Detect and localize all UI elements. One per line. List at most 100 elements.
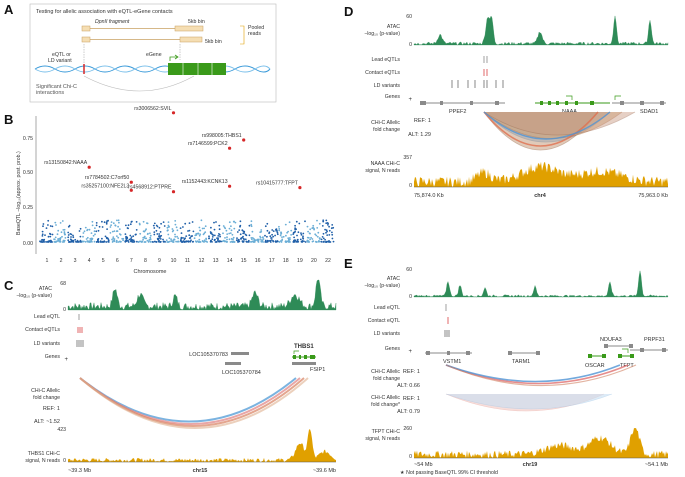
sig-label-1: Significant Chi-C	[36, 84, 77, 90]
manhattan-point	[328, 229, 331, 232]
manhattan-point	[174, 223, 177, 226]
manhattan-point	[216, 240, 218, 243]
manhattan-point	[54, 236, 57, 239]
manhattan-point	[94, 227, 96, 230]
manhattan-point	[79, 235, 82, 238]
manhattan-point	[149, 234, 152, 237]
hit-label: rs7784502:C7orf50	[85, 175, 130, 181]
hit-label: rs4568912:PTPRE	[128, 185, 172, 191]
e-fold2-label-1: CHi-C Allelic	[371, 395, 400, 401]
manhattan-point	[188, 229, 191, 232]
d-axis-left: 75,874.0 Kb	[414, 193, 444, 199]
manhattan-point	[236, 237, 238, 240]
manhattan-point	[224, 237, 226, 239]
manhattan-point	[325, 219, 328, 222]
manhattan-point	[276, 233, 279, 236]
manhattan-point	[80, 241, 82, 243]
manhattan-point	[83, 230, 86, 233]
hit-label: rs10415777:TFPT	[256, 181, 299, 187]
manhattan-plot	[39, 219, 335, 243]
c-ref-label: REF: 1	[43, 406, 60, 412]
egene-box	[168, 63, 226, 75]
manhattan-point	[106, 237, 109, 240]
c-fsip1-box	[292, 362, 316, 365]
manhattan-point	[319, 237, 321, 240]
manhattan-point	[54, 221, 57, 224]
manhattan-point	[72, 241, 75, 243]
pooled-reads	[81, 25, 245, 66]
manhattan-point	[117, 236, 120, 239]
dna-helix	[34, 54, 271, 92]
chromosome-tick: 4	[88, 258, 91, 264]
c-alt-label: ALT: ~1.52	[34, 419, 60, 425]
manhattan-point	[295, 220, 298, 223]
manhattan-point	[292, 241, 295, 243]
manhattan-point	[170, 238, 173, 241]
manhattan-point	[86, 240, 89, 242]
manhattan-point	[215, 221, 217, 223]
manhattan-point	[238, 229, 241, 232]
manhattan-point	[318, 240, 320, 242]
chromosome-tick: 14	[227, 258, 233, 264]
manhattan-point	[251, 237, 254, 239]
manhattan-point	[63, 232, 66, 235]
panel-a-letter: A	[4, 2, 14, 17]
manhattan-point	[180, 241, 183, 243]
manhattan-point	[235, 239, 238, 242]
panel-a-title: Testing for allelic association with eQT…	[36, 9, 173, 15]
panel-c: C ATAC −log₁₀ (p-value) 68 0 Lead eQTL C…	[4, 278, 337, 474]
manhattan-point	[182, 237, 184, 239]
manhattan-point	[112, 240, 114, 243]
manhattan-point	[205, 238, 208, 241]
e-atac-track	[413, 270, 669, 298]
manhattan-point	[91, 224, 94, 227]
manhattan-point	[49, 225, 52, 227]
manhattan-point	[187, 240, 190, 243]
manhattan-point	[154, 240, 156, 243]
manhattan-point	[67, 231, 70, 234]
d-atac-min: 0	[409, 42, 412, 48]
manhattan-point	[233, 220, 236, 223]
manhattan-point	[187, 230, 189, 232]
panel-e: E ATAC −log₁₀ (p-value) 60 0 Lead eQTL C…	[344, 256, 669, 476]
manhattan-point	[193, 237, 196, 240]
manhattan-point	[105, 221, 108, 224]
e-gene-models	[425, 344, 668, 358]
manhattan-point	[90, 232, 93, 235]
chromosome-tick: 1	[46, 258, 49, 264]
manhattan-point	[242, 230, 245, 233]
e-atac-label-1: ATAC	[387, 276, 400, 282]
manhattan-point	[134, 233, 137, 236]
manhattan-point	[146, 222, 148, 225]
manhattan-point	[198, 238, 201, 241]
manhattan-point	[257, 239, 260, 242]
e-signal-label-1: TFPT CHi-C	[372, 429, 401, 435]
manhattan-point	[225, 229, 228, 232]
manhattan-point	[141, 241, 144, 243]
manhattan-point	[302, 232, 305, 235]
manhattan-point	[222, 225, 225, 227]
manhattan-point	[274, 234, 276, 237]
manhattan-point	[289, 237, 291, 239]
manhattan-point	[306, 225, 309, 228]
manhattan-point	[117, 241, 120, 243]
manhattan-point	[317, 231, 320, 234]
manhattan-point	[324, 228, 326, 231]
manhattan-point	[62, 229, 65, 231]
manhattan-point	[95, 222, 98, 224]
manhattan-point	[64, 237, 67, 239]
manhattan-point	[113, 238, 116, 240]
manhattan-point	[309, 238, 311, 241]
manhattan-point	[327, 224, 329, 226]
bin5-label: 5kb bin	[188, 19, 205, 25]
manhattan-point	[332, 226, 335, 229]
manhattan-point	[211, 236, 214, 238]
manhattan-point	[166, 226, 169, 229]
manhattan-point	[159, 231, 162, 233]
e-genes-strand: +	[408, 349, 412, 355]
manhattan-point	[101, 220, 103, 223]
c-fold-label-2: fold change	[33, 395, 60, 401]
manhattan-point	[260, 238, 262, 241]
e-signal-track	[414, 428, 668, 458]
